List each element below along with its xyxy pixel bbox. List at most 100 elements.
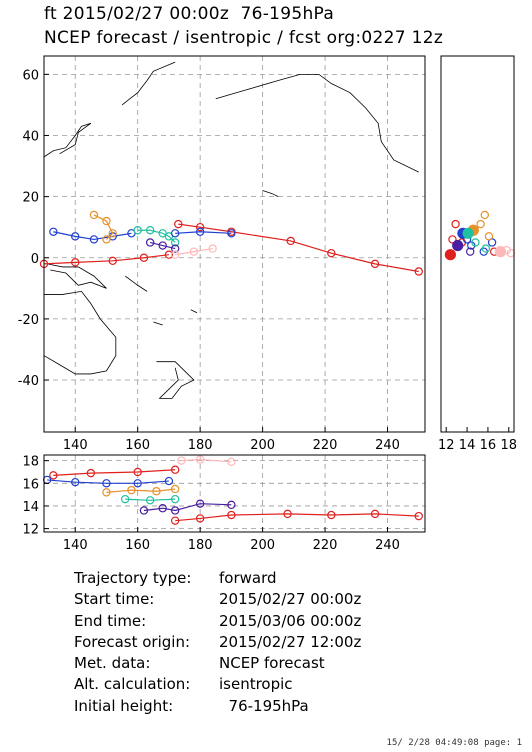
series-line	[181, 458, 232, 463]
info-row: Met. data: NCEP forecast	[74, 653, 361, 674]
series-line	[150, 241, 176, 250]
bottom-panel: 140 160 180 200 220 240 18 16 14 12	[22, 454, 426, 553]
side-panel: 12 14 16 18	[438, 55, 518, 453]
data-point	[170, 250, 180, 259]
series-line	[93, 214, 114, 240]
data-point	[170, 465, 180, 474]
plot-frame	[43, 454, 426, 533]
plot-frame	[43, 55, 426, 433]
info-row: Initial height: 76-195hPa	[74, 696, 361, 717]
y-tick-label: 18	[22, 455, 39, 470]
data-point	[71, 258, 80, 267]
coastline	[47, 263, 107, 289]
data-point	[174, 219, 183, 229]
data-point	[102, 488, 111, 497]
series-line	[178, 223, 419, 273]
data-point	[170, 484, 180, 494]
data-point	[102, 235, 111, 244]
y-tick-label: 16	[22, 477, 39, 492]
data-point	[476, 219, 485, 229]
series-line	[125, 498, 176, 501]
x-tick-label: 16	[480, 438, 497, 453]
data-point	[195, 227, 205, 236]
data-point	[164, 476, 174, 486]
info-key: Alt. calculation:	[74, 675, 191, 694]
info-value: NCEP forecast	[219, 654, 325, 673]
coastline	[43, 122, 92, 158]
y-tick-label: 12	[22, 523, 39, 538]
data-point	[145, 496, 155, 505]
data-point	[448, 235, 457, 244]
data-point	[370, 259, 380, 269]
data-point	[484, 232, 494, 241]
chart-title-line2: NCEP forecast / isentropic / fcst org:02…	[44, 28, 444, 48]
data-point	[120, 494, 130, 504]
data-point	[462, 227, 474, 239]
x-tick-label: 160	[125, 538, 150, 553]
data-point	[327, 510, 336, 520]
data-point	[170, 229, 180, 238]
data-point	[49, 227, 58, 236]
data-point	[108, 256, 117, 266]
coastline	[153, 321, 163, 326]
info-value: 2015/02/27 12:00z	[219, 632, 362, 651]
series-line	[175, 231, 232, 234]
y-tick-label: 60	[22, 68, 39, 83]
chart-title-line1: ft 2015/02/27 00:00z 76-195hPa	[44, 4, 335, 24]
coastline	[262, 190, 279, 197]
x-tick-label: 12	[438, 438, 455, 453]
coastline	[124, 275, 148, 292]
x-tick-label: 180	[188, 438, 213, 453]
series-line	[43, 254, 169, 265]
info-key: Start time:	[74, 590, 155, 609]
data-point	[127, 485, 136, 495]
x-tick-label: 160	[125, 438, 150, 453]
series-line	[53, 469, 176, 476]
data-point	[466, 247, 475, 256]
data-point	[480, 210, 489, 220]
series-line	[47, 479, 169, 484]
x-tick-label: 14	[459, 438, 476, 453]
x-tick-label: 18	[501, 438, 518, 453]
info-value: 76-195hPa	[219, 696, 309, 715]
data-point	[170, 494, 180, 504]
x-tick-label: 200	[250, 538, 275, 553]
data-point	[139, 253, 149, 262]
series-line	[143, 503, 232, 512]
data-point	[195, 455, 205, 464]
data-point	[170, 506, 180, 515]
info-key: Forecast origin:	[74, 632, 191, 651]
data-point	[227, 500, 236, 510]
data-point	[227, 229, 236, 238]
x-tick-label: 220	[313, 438, 338, 453]
x-tick-label: 180	[188, 538, 213, 553]
data-point	[71, 477, 80, 487]
coastline	[190, 309, 198, 314]
info-row: Alt. calculation: isentropic	[74, 674, 361, 695]
data-point	[283, 509, 292, 519]
info-row: Start time: 2015/02/27 00:00z	[74, 589, 361, 610]
data-point	[133, 467, 142, 477]
info-row: Forecast origin: 2015/02/27 12:00z	[74, 632, 361, 653]
info-row: Trajectory type: forward	[74, 568, 361, 589]
info-key: Initial height:	[74, 696, 174, 715]
data-point	[195, 222, 205, 232]
data-point	[86, 468, 96, 478]
coastline	[156, 361, 195, 399]
data-point	[481, 244, 491, 253]
y-tick-label: -20	[18, 313, 39, 328]
series-line	[53, 231, 132, 241]
trajectory-info: Trajectory type: forward Start time: 2015/…	[74, 568, 361, 717]
data-point	[133, 479, 142, 488]
series-line	[175, 513, 419, 522]
plot-frame	[440, 55, 515, 433]
coastline	[121, 61, 176, 106]
y-tick-label: 20	[22, 191, 39, 206]
data-point	[452, 239, 464, 252]
series-line	[137, 229, 176, 243]
x-tick-label: 200	[250, 438, 275, 453]
data-point	[145, 238, 155, 247]
data-point	[139, 506, 149, 515]
data-point	[414, 511, 423, 521]
